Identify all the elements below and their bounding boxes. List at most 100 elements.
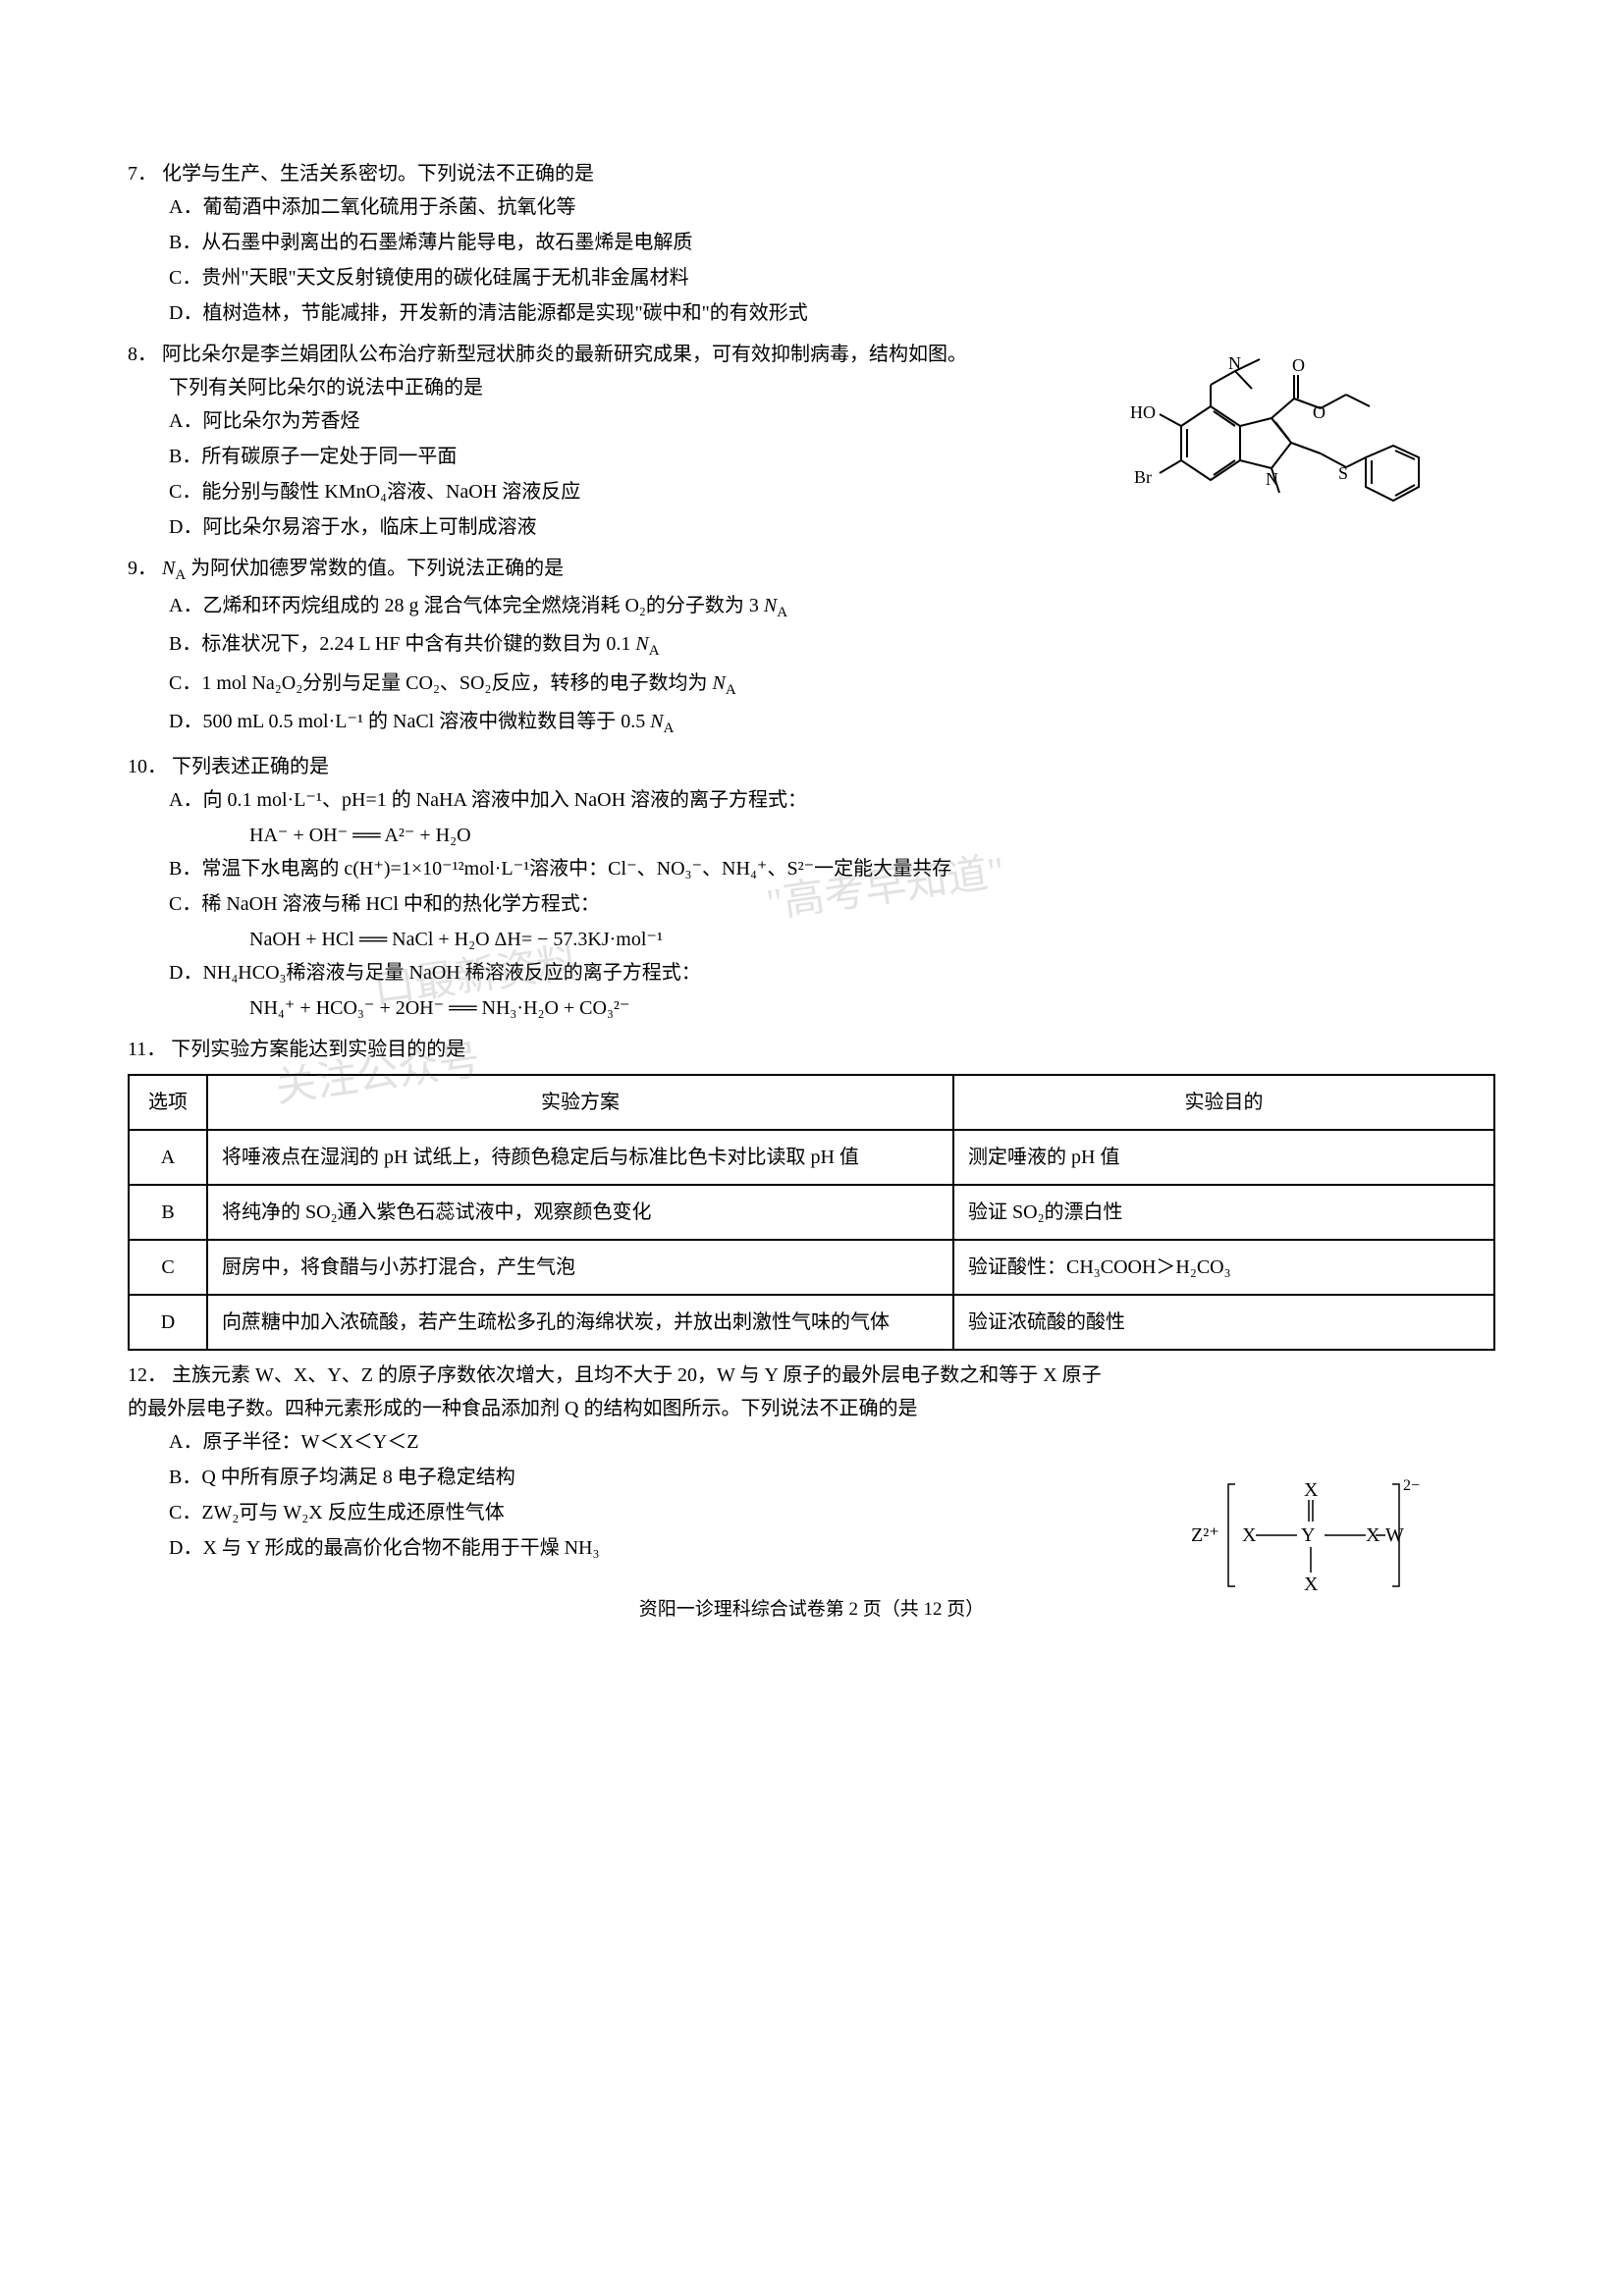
q9-text: NA 为阿伏加德罗常数的值。下列说法正确的是 [162, 558, 564, 579]
q9-d-na-sub: A [664, 721, 675, 736]
q10-option-d: D．NH₄HCO₃稀溶液与足量 NaOH 稀溶液反应的离子方程式： [169, 956, 1495, 989]
cell-plan: 将唾液点在湿润的 pH 试纸上，待颜色稳定后与标准比色卡对比读取 pH 值 [207, 1130, 953, 1185]
q9-option-b: B．标准状况下，2.24 L HF 中含有共价键的数目为 0.1 NA [169, 627, 1495, 665]
q9-na-i: N [162, 558, 175, 579]
question-10: 10． 下列表述正确的是 A．向 0.1 mol·L⁻¹、pH=1 的 NaHA… [128, 750, 1495, 1025]
q7-number: 7． [128, 163, 157, 185]
q7-option-b: B．从石墨中剥离出的石墨烯薄片能导电，故石墨烯是电解质 [169, 226, 1495, 259]
q7-options: A．葡萄酒中添加二氧化硫用于杀菌、抗氧化等 B．从石墨中剥离出的石墨烯薄片能导电… [128, 190, 1495, 330]
q12-options: A．原子半径：W＜X＜Y＜Z B．Q 中所有原子均满足 8 电子稳定结构 C．Z… [128, 1425, 1109, 1565]
q10-options: A．向 0.1 mol·L⁻¹、pH=1 的 NaHA 溶液中加入 NaOH 溶… [128, 783, 1495, 1025]
question-12: 12． 主族元素 W、X、Y、Z 的原子序数依次增大，且均不大于 20，W 与 … [128, 1359, 1495, 1565]
table-row: C 厨房中，将食醋与小苏打混合，产生气泡 验证酸性：CH₃COOH＞H₂CO₃ [129, 1240, 1494, 1295]
q9-d-na: N [650, 711, 663, 732]
svg-text:X: X [1366, 1524, 1380, 1546]
cell-plan: 厨房中，将食醋与小苏打混合，产生气泡 [207, 1240, 953, 1295]
table-row: A 将唾液点在湿润的 pH 试纸上，待颜色稳定后与标准比色卡对比读取 pH 值 … [129, 1130, 1494, 1185]
q12-option-a: A．原子半径：W＜X＜Y＜Z [169, 1425, 1109, 1459]
q9-b-text: B．标准状况下，2.24 L HF 中含有共价键的数目为 0.1 [169, 633, 635, 655]
table-row: D 向蔗糖中加入浓硫酸，若产生疏松多孔的海绵状炭，并放出刺激性气味的气体 验证浓… [129, 1295, 1494, 1350]
cell-opt: C [129, 1240, 207, 1295]
cell-purpose: 验证酸性：CH₃COOH＞H₂CO₃ [953, 1240, 1494, 1295]
cell-purpose: 验证浓硫酸的酸性 [953, 1295, 1494, 1350]
svg-text:Y: Y [1301, 1524, 1315, 1546]
cell-opt: A [129, 1130, 207, 1185]
cell-plan: 向蔗糖中加入浓硫酸，若产生疏松多孔的海绵状炭，并放出刺激性气味的气体 [207, 1295, 953, 1350]
q11-text: 下列实验方案能达到实验目的的是 [171, 1039, 465, 1060]
q9-options: A．乙烯和环丙烷组成的 28 g 混合气体完全燃烧消耗 O₂的分子数为 3 NA… [128, 589, 1495, 742]
q12-option-b: B．Q 中所有原子均满足 8 电子稳定结构 [169, 1461, 1109, 1494]
q8-option-a: A．阿比朵尔为芳香烃 [169, 404, 992, 438]
th-plan: 实验方案 [207, 1075, 953, 1130]
q9-option-a: A．乙烯和环丙烷组成的 28 g 混合气体完全燃烧消耗 O₂的分子数为 3 NA [169, 589, 1495, 626]
z-label: Z²⁺ [1191, 1524, 1219, 1546]
svg-text:2−: 2− [1403, 1477, 1420, 1494]
q12-option-c: C．ZW₂可与 W₂X 反应生成还原性气体 [169, 1496, 1109, 1529]
q11-table: 选项 实验方案 实验目的 A 将唾液点在湿润的 pH 试纸上，待颜色稳定后与标准… [128, 1074, 1495, 1351]
cell-purpose: 测定唾液的 pH 值 [953, 1130, 1494, 1185]
q12-structure-diagram: Z²⁺ X X Y X X W 2− [1181, 1467, 1436, 1604]
svg-text:X: X [1304, 1479, 1319, 1501]
q11-table-container: 选项 实验方案 实验目的 A 将唾液点在湿润的 pH 试纸上，待颜色稳定后与标准… [128, 1074, 1495, 1351]
cell-opt: D [129, 1295, 207, 1350]
q10-number: 10． [128, 756, 167, 777]
cell-purpose: 验证 SO₂的漂白性 [953, 1185, 1494, 1240]
question-9: 9． NA 为阿伏加德罗常数的值。下列说法正确的是 A．乙烯和环丙烷组成的 28… [128, 552, 1495, 742]
q10-a-equation: HA⁻ + OH⁻ ══ A²⁻ + H₂O [169, 819, 1495, 852]
th-option: 选项 [129, 1075, 207, 1130]
q9-a-na-sub: A [777, 605, 787, 620]
q9-c-na-sub: A [726, 682, 736, 698]
svg-text:X: X [1242, 1524, 1257, 1546]
q10-option-c: C．稀 NaOH 溶液与稀 HCl 中和的热化学方程式： [169, 887, 1495, 921]
q10-c-equation: NaOH + HCl ══ NaCl + H₂O ΔH= − 57.3KJ·mo… [169, 923, 1495, 956]
q9-a-na: N [764, 595, 777, 616]
svg-text:N: N [1228, 353, 1241, 373]
table-header-row: 选项 实验方案 实验目的 [129, 1075, 1494, 1130]
q9-d-text: D．500 mL 0.5 mol·L⁻¹ 的 NaCl 溶液中微粒数目等于 0.… [169, 711, 650, 732]
q9-b-na-sub: A [649, 643, 660, 659]
q12-option-d: D．X 与 Y 形成的最高价化合物不能用于干燥 NH₃ [169, 1531, 1109, 1565]
q9-c-text: C．1 mol Na₂O₂分别与足量 CO₂、SO₂反应，转移的电子数均为 [169, 672, 712, 694]
svg-text:S: S [1338, 463, 1348, 483]
q9-na-sub: A [175, 567, 186, 583]
q10-text: 下列表述正确的是 [172, 756, 329, 777]
cell-opt: B [129, 1185, 207, 1240]
q9-text-suffix: 为阿伏加德罗常数的值。下列说法正确的是 [186, 558, 564, 579]
question-8: 8． 阿比朵尔是李兰娟团队公布治疗新型冠状肺炎的最新研究成果，可有效抑制病毒，结… [128, 338, 1495, 544]
svg-text:HO: HO [1130, 402, 1156, 422]
table-row: B 将纯净的 SO₂通入紫色石蕊试液中，观察颜色变化 验证 SO₂的漂白性 [129, 1185, 1494, 1240]
q12-text: 主族元素 W、X、Y、Z 的原子序数依次增大，且均不大于 20，W 与 Y 原子… [128, 1364, 1102, 1419]
q11-number: 11． [128, 1039, 166, 1060]
molecule-structure-icon: HO Br N O O N S [1103, 347, 1456, 544]
q7-option-d: D．植树造林，节能减排，开发新的清洁能源都是实现"碳中和"的有效形式 [169, 296, 1495, 330]
q9-a-text: A．乙烯和环丙烷组成的 28 g 混合气体完全燃烧消耗 O₂的分子数为 3 [169, 595, 764, 616]
q8-option-d: D．阿比朵尔易溶于水，临床上可制成溶液 [169, 510, 992, 544]
q7-option-c: C．贵州"天眼"天文反射镜使用的碳化硅属于无机非金属材料 [169, 261, 1495, 294]
question-7: 7． 化学与生产、生活关系密切。下列说法不正确的是 A．葡萄酒中添加二氧化硫用于… [128, 157, 1495, 330]
q10-option-b: B．常温下水电离的 c(H⁺)=1×10⁻¹²mol·L⁻¹溶液中：Cl⁻、NO… [169, 852, 1495, 885]
q8-option-c: C．能分别与酸性 KMnO₄溶液、NaOH 溶液反应 [169, 475, 992, 508]
q9-option-c: C．1 mol Na₂O₂分别与足量 CO₂、SO₂反应，转移的电子数均为 NA [169, 667, 1495, 704]
q8-number: 8． [128, 344, 157, 365]
svg-text:O: O [1313, 402, 1325, 422]
q7-option-a: A．葡萄酒中添加二氧化硫用于杀菌、抗氧化等 [169, 190, 1495, 224]
svg-text:X: X [1304, 1574, 1319, 1595]
q8-options: A．阿比朵尔为芳香烃 B．所有碳原子一定处于同一平面 C．能分别与酸性 KMnO… [128, 404, 992, 544]
svg-text:Br: Br [1134, 467, 1152, 487]
question-11: 11． 下列实验方案能达到实验目的的是 [128, 1033, 1495, 1066]
q7-text: 化学与生产、生活关系密切。下列说法不正确的是 [162, 163, 594, 185]
q9-b-na: N [635, 633, 648, 655]
q12-number: 12． [128, 1364, 167, 1386]
cell-plan: 将纯净的 SO₂通入紫色石蕊试液中，观察颜色变化 [207, 1185, 953, 1240]
svg-text:W: W [1385, 1524, 1404, 1546]
svg-text:N: N [1266, 469, 1278, 489]
q9-number: 9． [128, 558, 157, 579]
th-purpose: 实验目的 [953, 1075, 1494, 1130]
q8-text2: 下列有关阿比朵尔的说法中正确的是 [128, 371, 992, 404]
q10-option-a: A．向 0.1 mol·L⁻¹、pH=1 的 NaHA 溶液中加入 NaOH 溶… [169, 783, 1495, 817]
q10-d-equation: NH₄⁺ + HCO₃⁻ + 2OH⁻ ══ NH₃·H₂O + CO₃²⁻ [169, 991, 1495, 1025]
q8-option-b: B．所有碳原子一定处于同一平面 [169, 440, 992, 473]
q8-text: 阿比朵尔是李兰娟团队公布治疗新型冠状肺炎的最新研究成果，可有效抑制病毒，结构如图… [162, 344, 967, 365]
q9-option-d: D．500 mL 0.5 mol·L⁻¹ 的 NaCl 溶液中微粒数目等于 0.… [169, 705, 1495, 742]
svg-text:O: O [1292, 355, 1305, 375]
